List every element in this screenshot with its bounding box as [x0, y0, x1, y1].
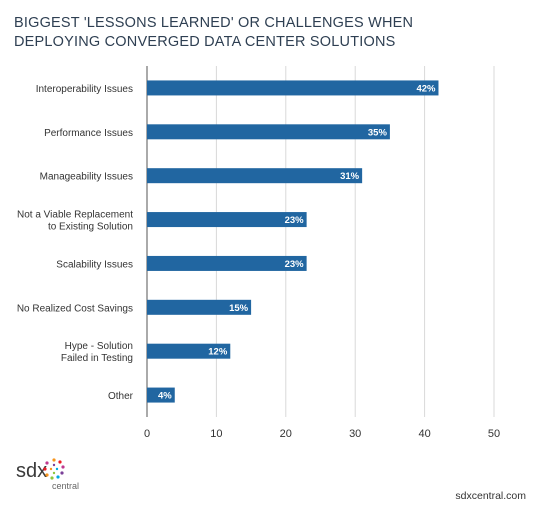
data-label: 23% [285, 259, 305, 270]
bar [147, 255, 307, 271]
data-label: 42% [416, 83, 436, 94]
category-label: Other [108, 391, 134, 402]
x-tick-label: 50 [488, 428, 500, 440]
category-label: to Existing Solution [48, 222, 133, 233]
sdxcentral-logo: sdx central [16, 458, 79, 491]
category-label: Performance Issues [44, 128, 133, 139]
logo-text-central: central [52, 481, 79, 491]
logo-dot [58, 460, 62, 464]
bar [147, 80, 439, 96]
logo-dot [49, 467, 53, 471]
chart-title-line-1: BIGGEST 'LESSONS LEARNED' OR CHALLENGES … [14, 15, 414, 31]
data-label: 12% [208, 347, 228, 358]
chart-title: BIGGEST 'LESSONS LEARNED' OR CHALLENGES … [14, 14, 434, 52]
category-label: Manageability Issues [40, 172, 133, 183]
logo-starburst-icon [43, 458, 65, 480]
data-label: 35% [368, 127, 388, 138]
x-tick-label: 0 [144, 428, 150, 440]
bar [147, 299, 252, 315]
category-label: No Realized Cost Savings [17, 303, 133, 314]
data-label: 31% [340, 171, 360, 182]
logo-dot [60, 471, 64, 475]
logo-dot [50, 476, 54, 480]
logo-dot [61, 465, 65, 469]
category-label: Interoperability Issues [36, 84, 133, 95]
category-label: Hype - Solution [65, 341, 133, 352]
data-label: 15% [229, 303, 249, 314]
x-tick-label: 10 [210, 428, 222, 440]
logo-dot [56, 475, 60, 479]
bar [147, 124, 390, 140]
data-label: 4% [158, 391, 172, 402]
logo-text-sdx: sdx [16, 460, 47, 482]
x-tick-label: 20 [280, 428, 292, 440]
bar [147, 387, 175, 403]
logo-dot [45, 473, 49, 477]
bar [147, 343, 231, 359]
logo-dot [55, 467, 59, 471]
logo-dot [52, 458, 56, 462]
logo-dot [43, 467, 47, 471]
category-label: Scalability Issues [56, 259, 133, 270]
bar [147, 212, 307, 228]
x-tick-label: 40 [418, 428, 430, 440]
chart-title-line-2: DEPLOYING CONVERGED DATA CENTER SOLUTION… [14, 34, 396, 50]
data-label: 23% [285, 215, 305, 226]
bar [147, 168, 363, 184]
category-label: Failed in Testing [61, 353, 133, 364]
category-label: Not a Viable Replacement [17, 210, 133, 221]
x-tick-label: 30 [349, 428, 361, 440]
logo-dot [45, 461, 49, 465]
logo-dot [52, 463, 56, 467]
site-url: sdxcentral.com [455, 490, 526, 502]
logo-dot [52, 471, 56, 475]
